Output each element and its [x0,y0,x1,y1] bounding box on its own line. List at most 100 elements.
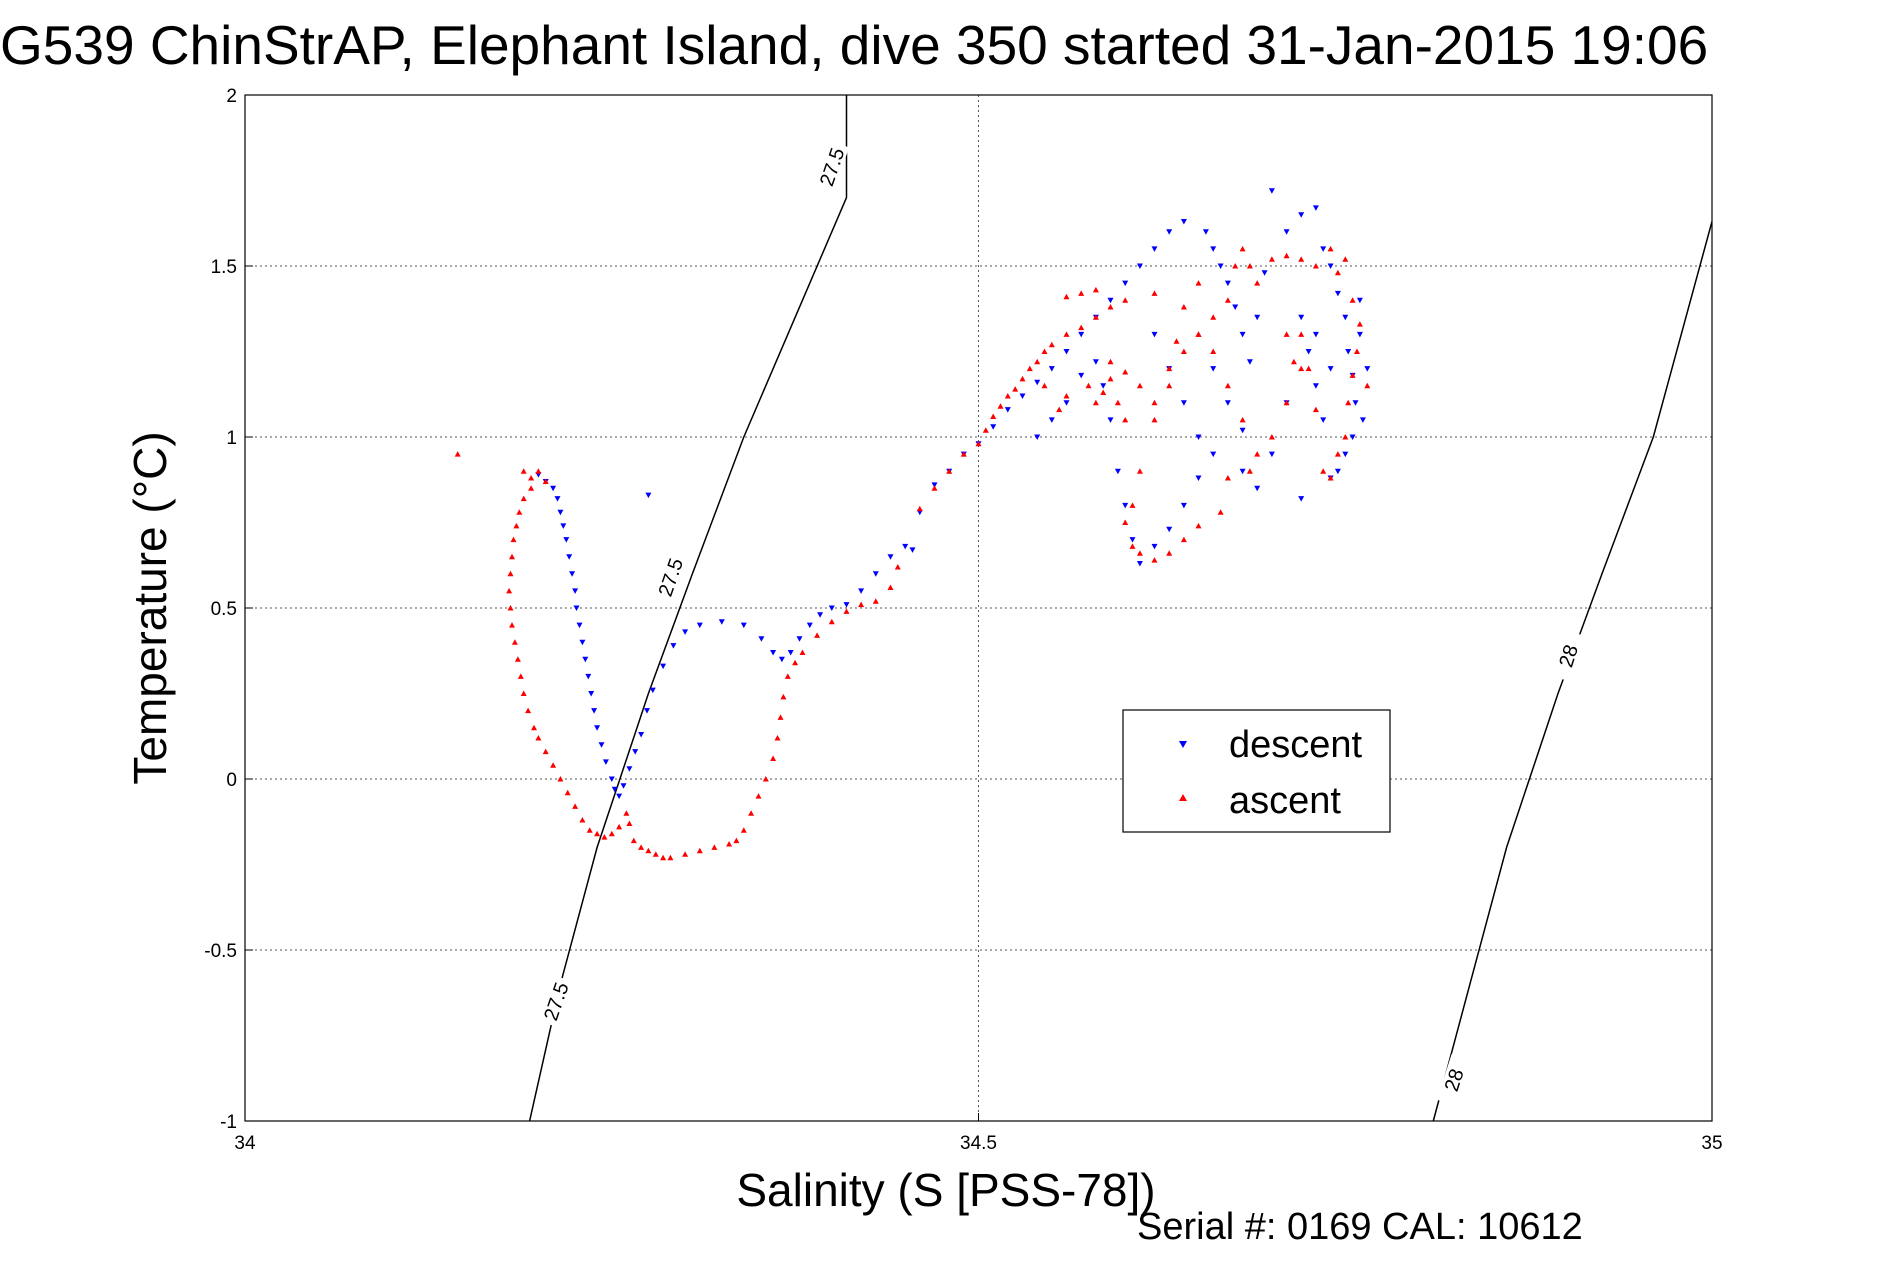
descent-point [1210,366,1217,372]
descent-point [616,793,623,800]
descent-point [1004,407,1011,413]
ascent-point [711,844,718,850]
descent-point [1210,451,1217,458]
ascent-point [1283,331,1290,337]
descent-point [582,656,589,663]
density-contours [528,95,1712,1121]
descent-point [1078,331,1085,338]
descent-point [560,523,567,529]
ascent-point [1224,382,1231,389]
descent-point [1034,379,1041,386]
ascent-point [828,618,835,625]
y-tick-label: -0.5 [204,941,237,962]
ascent-point [1334,451,1341,457]
descent-point [1151,331,1158,338]
descent-point [758,636,765,642]
ascent-point [454,451,461,457]
y-tick-label: 1.5 [211,257,237,278]
y-tick-label: 0.5 [211,599,237,620]
descent-point [1352,400,1359,406]
ascent-point [1136,468,1143,474]
ascent-point [517,673,524,679]
descent-point [1356,331,1363,338]
descent-point [1217,263,1224,269]
ascent-point [1107,375,1114,382]
descent-point [1349,434,1356,440]
ascent-point [1100,389,1107,395]
ascent-point [506,587,513,594]
descent-point [1122,280,1129,287]
descent-point [563,537,570,543]
descent-point [778,656,785,663]
descent-point [787,650,794,656]
descent-point [1334,290,1341,297]
descent-point [1019,393,1026,399]
ascent-point [507,605,514,611]
ascent-point [916,505,923,512]
descent-point [1232,304,1239,310]
ascent-point [1034,358,1041,365]
descent-point [594,725,601,731]
grid-lines [245,95,1712,1121]
descent-point [1063,400,1070,406]
descent-point [1136,561,1143,567]
ascent-point [1004,393,1011,399]
descent-point [1100,383,1107,389]
descent-point [638,732,645,738]
descent-point [569,571,576,577]
ascent-point [1180,348,1187,354]
x-tick-label: 34 [234,1133,256,1154]
ascent-point [1136,382,1143,389]
descent-point [572,588,579,594]
ascent-point [1107,304,1114,310]
ascent-point [520,690,527,696]
descent-point [696,622,703,629]
y-axis: -1 -0.5 0 0.5 1 1.5 2 [204,86,253,1133]
ascent-point [1224,475,1231,481]
ascent-point [1151,399,1158,406]
descent-point [1107,297,1114,304]
descent-point [1312,205,1319,211]
descent-point [1210,246,1217,252]
ascent-point [777,714,784,720]
ascent-point [1342,256,1349,262]
ascent-point [535,468,542,474]
descent-point [1283,229,1290,235]
legend-ascent-label: ascent [1229,780,1341,822]
descent-point [1246,359,1253,365]
descent-point [887,554,894,560]
ascent-point [550,762,557,768]
descent-point [902,543,909,550]
ascent-point [843,608,850,614]
descent-point [1202,229,1209,235]
ascent-point [1122,519,1129,525]
descent-point [1151,543,1158,550]
ascent-point [626,820,633,826]
contour-label-bg [653,551,688,604]
descent-point [1268,188,1275,194]
descent-point [1063,349,1070,355]
descent-point [1136,263,1143,269]
descent-point [682,629,689,635]
ascent-point [982,427,989,433]
ascent-point [696,847,703,854]
ascent-point [990,413,997,419]
ascent-point [1312,406,1319,413]
ascent-point [1107,358,1114,365]
ascent-point [733,837,740,844]
descent-point [1342,314,1349,321]
ascent-point [1129,543,1136,549]
contour-line-28 [1432,221,1712,1121]
ascent-point [1063,331,1070,337]
ascent-point [520,495,527,502]
ascent-point [1298,331,1305,337]
ascent-point [1180,304,1187,310]
descent-point [1122,502,1129,509]
ascent-point [586,827,593,833]
ascent-point [1232,263,1239,269]
ascent-point [1048,341,1055,348]
ascent-point [1268,434,1275,440]
ascent-point [509,622,515,628]
descent-point [1114,468,1121,475]
